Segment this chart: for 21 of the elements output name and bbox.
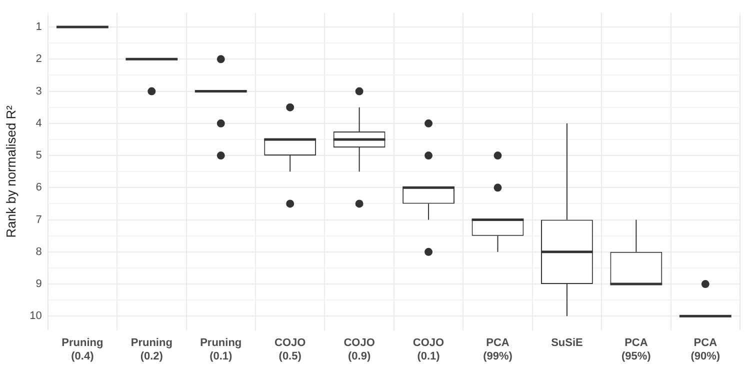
x-tick-label: SuSiE <box>551 337 583 350</box>
y-tick-label: 10 <box>30 310 42 322</box>
y-tick-label: 8 <box>36 246 42 258</box>
x-tick-label: Pruning (0.4) <box>62 337 104 362</box>
y-tick-label: 1 <box>36 21 42 34</box>
x-tick-label: COJO (0.9) <box>344 337 376 362</box>
x-tick-label: COJO (0.5) <box>274 337 306 362</box>
y-tick-label: 4 <box>36 117 42 130</box>
y-tick-label: 2 <box>36 53 42 66</box>
y-tick-label: 3 <box>36 85 42 98</box>
x-tick-label: PCA (90%) <box>690 337 720 362</box>
y-tick-label: 9 <box>36 278 42 290</box>
x-tick-label: Pruning (0.2) <box>130 337 172 362</box>
x-tick-label: PCA (99%) <box>483 337 513 362</box>
y-tick-label: 6 <box>36 182 42 194</box>
x-tick-label: PCA (95%) <box>622 337 652 362</box>
y-tick-label: 7 <box>36 214 42 226</box>
x-tick-label: COJO (0.1) <box>412 337 445 362</box>
y-tick-label: 5 <box>36 150 42 162</box>
x-tick-label: Pruning (0.1) <box>200 337 242 362</box>
y-axis-title: Rank by normalised R² <box>3 104 18 238</box>
